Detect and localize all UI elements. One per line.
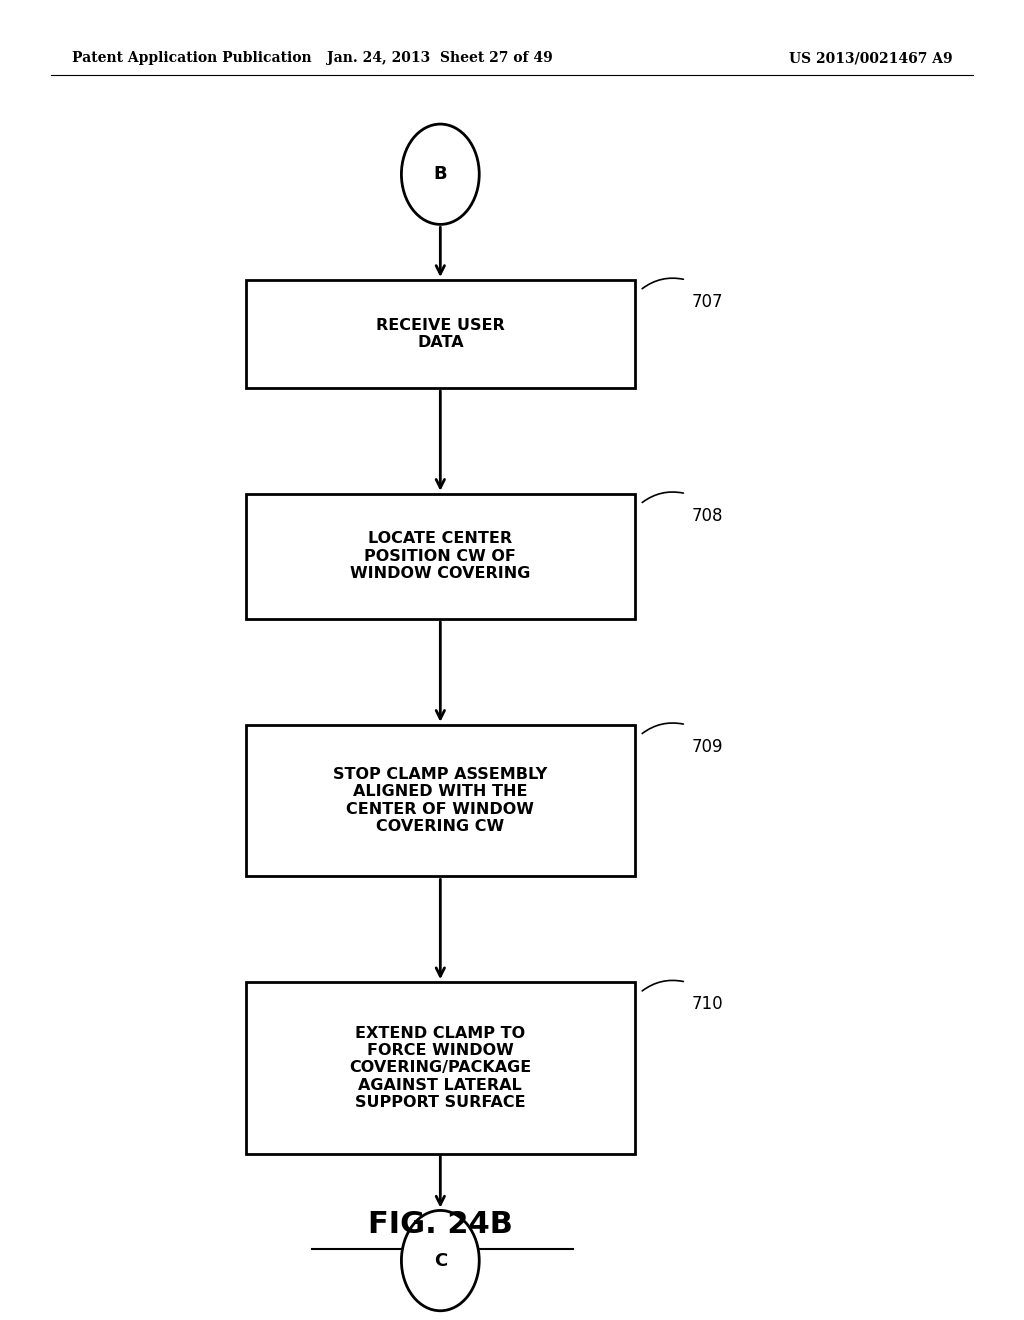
Text: 710: 710 [691,995,723,1014]
Circle shape [401,1210,479,1311]
Text: STOP CLAMP ASSEMBLY
ALIGNED WITH THE
CENTER OF WINDOW
COVERING CW: STOP CLAMP ASSEMBLY ALIGNED WITH THE CEN… [333,767,548,834]
Text: RECEIVE USER
DATA: RECEIVE USER DATA [376,318,505,350]
FancyBboxPatch shape [246,982,635,1154]
Text: US 2013/0021467 A9: US 2013/0021467 A9 [788,51,952,65]
Text: C: C [434,1251,446,1270]
Text: Patent Application Publication: Patent Application Publication [72,51,311,65]
Text: EXTEND CLAMP TO
FORCE WINDOW
COVERING/PACKAGE
AGAINST LATERAL
SUPPORT SURFACE: EXTEND CLAMP TO FORCE WINDOW COVERING/PA… [349,1026,531,1110]
Text: 708: 708 [691,507,723,525]
Text: 709: 709 [691,738,723,756]
Text: 707: 707 [691,293,723,312]
Text: Jan. 24, 2013  Sheet 27 of 49: Jan. 24, 2013 Sheet 27 of 49 [328,51,553,65]
Text: B: B [433,165,447,183]
Text: LOCATE CENTER
POSITION CW OF
WINDOW COVERING: LOCATE CENTER POSITION CW OF WINDOW COVE… [350,532,530,581]
FancyBboxPatch shape [246,725,635,876]
FancyBboxPatch shape [246,494,635,619]
Text: FIG. 24B: FIG. 24B [368,1210,513,1239]
FancyBboxPatch shape [246,280,635,388]
Circle shape [401,124,479,224]
